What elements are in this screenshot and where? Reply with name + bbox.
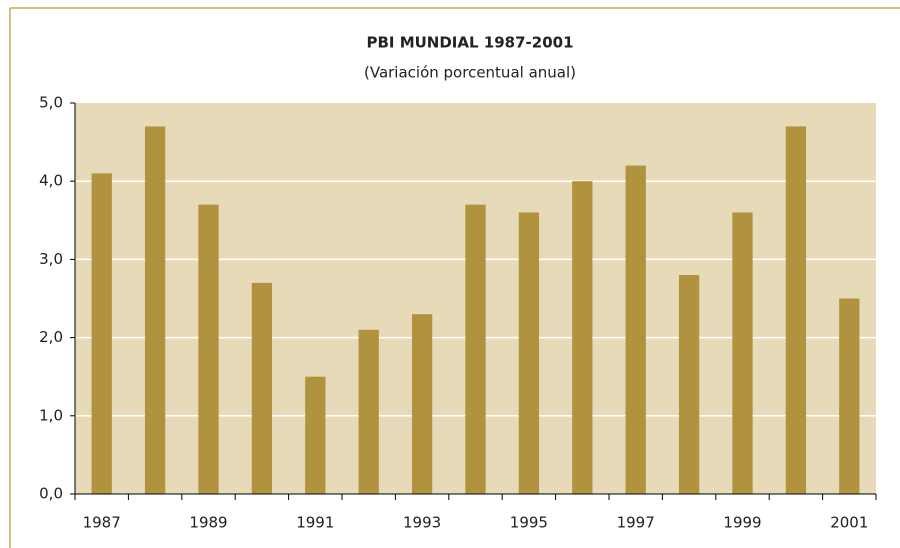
x-tick-label: 1997 (617, 514, 655, 532)
bar (144, 126, 166, 495)
bar (305, 376, 326, 494)
bar (411, 314, 433, 494)
bar (518, 212, 540, 495)
bar (625, 165, 646, 494)
bar (198, 204, 219, 494)
bar (678, 275, 700, 494)
bar (91, 173, 112, 494)
y-tick-label: 3,0 (39, 250, 63, 268)
chart-subtitle: (Variación porcentual anual) (364, 64, 576, 82)
y-tick-label: 4,0 (39, 172, 63, 190)
bar (251, 282, 273, 494)
bar (732, 212, 753, 495)
y-tick-label: 2,0 (39, 328, 63, 346)
x-tick-label: 1993 (403, 514, 441, 532)
bar (465, 204, 486, 494)
bar (358, 329, 379, 494)
chart-title: PBI MUNDIAL 1987-2001 (366, 34, 573, 52)
x-tick-label: 1995 (510, 514, 548, 532)
bar (785, 126, 807, 495)
x-tick-label: 1999 (723, 514, 761, 532)
x-tick-label: 1987 (83, 514, 121, 532)
bar (572, 181, 593, 494)
y-tick-label: 5,0 (39, 94, 63, 112)
bar (839, 298, 860, 494)
y-tick-label: 1,0 (39, 406, 63, 424)
y-tick-label: 0,0 (39, 485, 63, 503)
x-tick-label: 1991 (296, 514, 334, 532)
x-tick-label: 2001 (830, 514, 868, 532)
x-tick-label: 1989 (189, 514, 227, 532)
